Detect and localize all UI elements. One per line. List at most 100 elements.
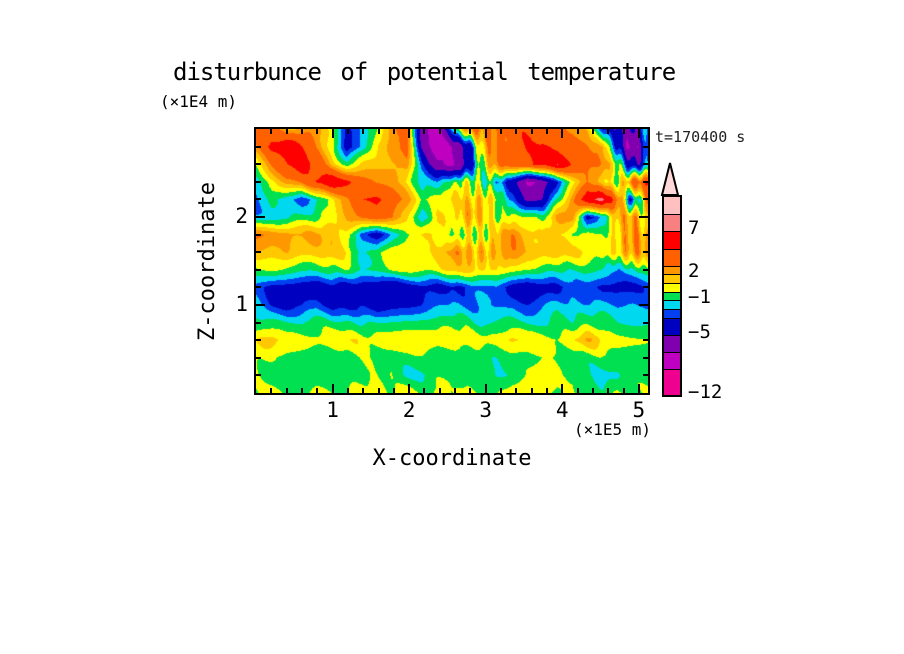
colorbar-divider	[664, 213, 680, 216]
x-tick-label: 5	[632, 398, 646, 422]
tick-mark	[256, 181, 261, 183]
tick-mark	[439, 129, 441, 134]
tick-mark	[378, 388, 380, 393]
tick-mark	[561, 129, 563, 138]
tick-mark	[286, 388, 288, 393]
tick-mark	[638, 384, 640, 393]
x-axis-title: X-coordinate	[372, 446, 532, 471]
tick-mark	[638, 129, 640, 138]
colorbar-arrow-icon	[660, 162, 680, 196]
tick-mark	[561, 384, 563, 393]
tick-mark	[500, 388, 502, 393]
colorbar-divider	[664, 282, 680, 285]
colorbar-box	[664, 334, 680, 352]
tick-mark	[623, 129, 625, 134]
tick-mark	[439, 388, 441, 393]
time-annotation: t=170400 s	[655, 128, 746, 146]
plot-frame	[254, 127, 650, 395]
tick-mark	[643, 269, 648, 271]
x-tick-label: 1	[326, 398, 339, 422]
tick-mark	[423, 129, 425, 134]
colorbar-box	[664, 317, 680, 335]
tick-mark	[515, 129, 517, 134]
colorbar	[662, 195, 682, 397]
tick-mark	[454, 129, 456, 134]
tick-mark	[643, 286, 648, 288]
tick-mark	[256, 251, 261, 253]
x-axis-unit-label: (×1E5 m)	[573, 420, 652, 439]
colorbar-box	[664, 197, 680, 215]
tick-mark	[643, 322, 648, 324]
tick-mark	[485, 384, 487, 393]
colorbar-divider	[664, 273, 680, 276]
tick-mark	[643, 146, 648, 148]
colorbar-divider	[664, 247, 680, 250]
colorbar-box	[664, 291, 680, 301]
tick-mark	[256, 374, 261, 376]
colorbar-box	[664, 283, 680, 292]
tick-mark	[256, 339, 261, 341]
tick-mark	[643, 198, 648, 200]
tick-mark	[256, 304, 265, 306]
tick-mark	[485, 129, 487, 138]
colorbar-divider	[664, 307, 680, 310]
tick-mark	[316, 129, 318, 134]
tick-mark	[256, 322, 261, 324]
colorbar-divider	[664, 368, 680, 371]
colorbar-divider	[664, 316, 680, 319]
tick-mark	[301, 388, 303, 393]
tick-mark	[256, 357, 261, 359]
colorbar-box	[664, 300, 680, 309]
tick-mark	[286, 129, 288, 134]
contour-plot-canvas	[256, 129, 648, 393]
tick-mark	[546, 388, 548, 393]
colorbar-box	[664, 351, 680, 370]
tick-mark	[623, 388, 625, 393]
tick-mark	[500, 129, 502, 134]
x-tick-label: 4	[555, 398, 569, 422]
tick-mark	[378, 129, 380, 134]
tick-mark	[643, 234, 648, 236]
tick-mark	[546, 129, 548, 134]
tick-mark	[393, 129, 395, 134]
x-tick-label: 3	[479, 398, 493, 422]
tick-mark	[577, 129, 579, 134]
colorbar-box	[664, 308, 680, 318]
x-tick-label: 2	[402, 398, 416, 422]
tick-mark	[256, 198, 261, 200]
page-title: disturbunce of potential temperature	[173, 58, 676, 86]
colorbar-divider	[664, 333, 680, 336]
colorbar-tick-label: 7	[688, 217, 700, 240]
tick-mark	[347, 129, 349, 134]
y-axis-unit-label: (×1E4 m)	[160, 92, 238, 111]
colorbar-tick-label: 2	[688, 260, 700, 283]
tick-mark	[332, 384, 334, 393]
tick-mark	[639, 304, 648, 306]
tick-mark	[469, 129, 471, 134]
tick-mark	[643, 357, 648, 359]
tick-mark	[256, 146, 261, 148]
tick-mark	[531, 388, 533, 393]
tick-mark	[592, 129, 594, 134]
tick-mark	[362, 129, 364, 134]
tick-mark	[256, 234, 261, 236]
tick-mark	[347, 388, 349, 393]
colorbar-tick-label: −1	[688, 286, 711, 309]
tick-mark	[393, 388, 395, 393]
tick-mark	[643, 251, 648, 253]
colorbar-box	[664, 265, 680, 275]
colorbar-box	[664, 231, 680, 249]
tick-mark	[301, 129, 303, 134]
tick-mark	[607, 388, 609, 393]
tick-mark	[454, 388, 456, 393]
colorbar-box	[664, 369, 680, 395]
tick-mark	[362, 388, 364, 393]
tick-mark	[577, 388, 579, 393]
tick-mark	[643, 374, 648, 376]
z-axis-title: Z-coordinate	[195, 182, 220, 341]
tick-mark	[592, 388, 594, 393]
tick-mark	[256, 269, 261, 271]
tick-mark	[469, 388, 471, 393]
tick-mark	[270, 388, 272, 393]
